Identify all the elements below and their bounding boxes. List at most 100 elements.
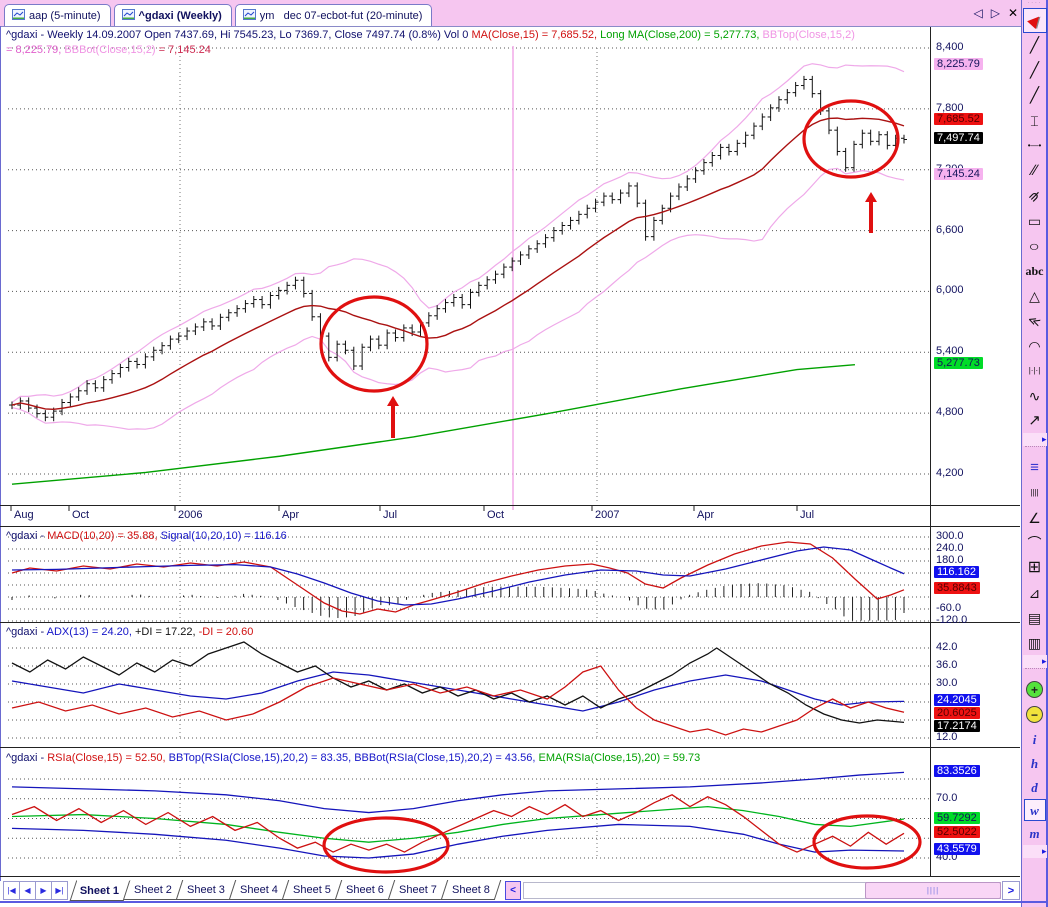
title-segment: MACD(10,20) = 35.88, [47, 530, 161, 542]
interval-daily-button-glyph: d [1031, 779, 1038, 795]
sheet-nav-button-1[interactable]: |◀ [3, 881, 20, 900]
horizontal-line-tool-icon[interactable]: •—• [1023, 133, 1047, 158]
sheet-tab-label: Sheet 2 [134, 883, 173, 896]
sheet-nav-button-3[interactable]: ▶ [35, 881, 52, 900]
interval-hourly-button[interactable]: h [1023, 751, 1047, 775]
gann-fan-tool-icon-glyph: ⊿ [1028, 584, 1041, 601]
callout-tool-icon[interactable]: ▤ [1023, 605, 1047, 630]
macd-panel-title: ^gdaxi - MACD(10,20) = 35.88, Signal(10,… [6, 529, 287, 544]
interval-monthly-button[interactable]: m [1023, 821, 1047, 845]
interval-daily-button[interactable]: d [1023, 775, 1047, 799]
macd-axis-tick: 300.0 [936, 530, 964, 542]
title-segment: ADX(13) = 24.20, [46, 626, 135, 638]
adx-axis-tick: 36.0 [936, 659, 958, 671]
price-value-box: 7,685.52 [934, 112, 983, 125]
text-tool-icon[interactable]: abc [1023, 258, 1047, 283]
sheet-tab-3[interactable]: Sheet 3 [175, 880, 237, 900]
macd-value-box: 116.162 [934, 566, 979, 579]
pitchfork-tool-icon[interactable]: ⋔ [1023, 183, 1047, 208]
trendline-tool-icon[interactable]: ╱ [1023, 33, 1047, 58]
expand-button[interactable]: ▸ [1022, 655, 1047, 668]
vertical-hatch-tool-icon[interactable]: |||| [1023, 480, 1047, 505]
interval-hourly-button-glyph: h [1030, 755, 1039, 771]
sheet-tab-6[interactable]: Sheet 6 [334, 880, 396, 900]
tab-scroll-right-button[interactable]: ▷ [990, 6, 1000, 20]
document-tab-2[interactable]: ^gdaxi (Weekly) [113, 4, 232, 26]
parallel-lines-tool-icon[interactable]: ∕∕ [1023, 158, 1047, 183]
interval-weekly-button-glyph: w [1030, 802, 1039, 818]
fib-arcs-tool-icon[interactable]: ⌒ [1023, 530, 1047, 555]
sheet-tab-label: Sheet 8 [452, 883, 491, 896]
vertical-line-tool-icon-glyph: ⌶ [1030, 112, 1039, 129]
sheet-tab-7[interactable]: Sheet 7 [387, 880, 449, 900]
extended-line-tool-icon[interactable]: ╱ [1023, 83, 1047, 108]
hatch-levels-tool-icon[interactable]: ▥ [1023, 630, 1047, 655]
rectangle-tool-icon-glyph: ▭ [1027, 212, 1042, 229]
title-segment: ^gdaxi - [6, 752, 48, 764]
ray-line-tool-icon[interactable]: ╱ [1023, 58, 1047, 83]
rsi-value-box: 43.5579 [934, 843, 980, 856]
chart-tab-icon [121, 8, 135, 23]
sheet-tab-1[interactable]: Sheet 1 [69, 880, 131, 901]
sheet-tab-5[interactable]: Sheet 5 [281, 880, 343, 900]
drawing-toolbar-background [1021, 0, 1048, 907]
sheet-tab-4[interactable]: Sheet 4 [228, 880, 290, 900]
drawing-toolbar: ···· ▶ ╱ ╱ ╱ ⌶ •—• ∕∕ ⋔ ▭ ○ abc △ ≪ ◠ |·|·| ∿ ↗ ▸ ≡ |||| ∠ ⌒ ⊞ ⊿… [1021, 0, 1048, 907]
fan-lines-tool-icon[interactable]: ∠ [1023, 505, 1047, 530]
interval-intraday-button[interactable]: i [1023, 727, 1047, 751]
title-segment: MA(Close,15) = 7,685.52, [471, 29, 601, 41]
price-axis-tick: 5,400 [936, 345, 964, 358]
zoom-in-button[interactable]: + [1023, 677, 1047, 702]
rsi-panel-title: ^gdaxi - RSIa(Close,15) = 52.50, BBTop(R… [6, 751, 700, 766]
rectangle-tool-icon[interactable]: ▭ [1023, 208, 1047, 233]
marker-tool-icon[interactable]: ≪ [1023, 308, 1047, 333]
vertical-line-tool-icon[interactable]: ⌶ [1023, 108, 1047, 133]
toolbar-grip: ···· [1027, 0, 1042, 7]
rsi-axis-tick: 70.0 [936, 791, 958, 804]
pointer-tool-glyph: ▶ [1024, 10, 1045, 31]
interval-weekly-button[interactable]: w [1023, 799, 1046, 821]
document-tab-1[interactable]: aap (5-minute) [4, 4, 111, 26]
price-panel-title: ^gdaxi - Weekly 14.09.2007 Open 7437.69,… [6, 28, 932, 58]
zigzag-tool-icon[interactable]: ∿ [1023, 383, 1047, 408]
sheet-tab-2[interactable]: Sheet 2 [122, 880, 184, 900]
arrow-pointer-tool-icon[interactable]: ↗ [1023, 408, 1047, 433]
sheet-tab-label: Sheet 7 [399, 883, 438, 896]
triangle-tool-icon[interactable]: △ [1023, 283, 1047, 308]
document-tab-label: ^gdaxi (Weekly) [138, 9, 222, 22]
price-axis-tick: 4,800 [936, 406, 964, 419]
cycle-lines-tool-icon[interactable]: |·|·| [1023, 358, 1047, 383]
sheet-scroll-right-button[interactable]: > [1002, 881, 1020, 900]
document-tab-label: ym dec 07-ecbot-fut (20-minute) [259, 9, 423, 22]
expand-button[interactable]: ▸ [1022, 845, 1047, 858]
zoom-out-button[interactable]: − [1023, 702, 1047, 727]
ellipse-tool-icon[interactable]: ○ [1023, 233, 1047, 258]
title-segment: BBBot(Close,15,2) [64, 44, 159, 56]
grid-tool-icon[interactable]: ⊞ [1023, 555, 1047, 580]
arc-tool-icon[interactable]: ◠ [1023, 333, 1047, 358]
price-axis-tick: 6,000 [936, 284, 964, 297]
title-segment: RSIa(Close,15) = 52.50, [47, 752, 169, 764]
horizontal-levels-tool-icon[interactable]: ≡ [1023, 455, 1047, 480]
price-value-box: 7,497.74 [934, 132, 983, 144]
sheet-nav-button-2[interactable]: ◀ [19, 881, 36, 900]
zoom-in-button-glyph: + [1026, 681, 1043, 698]
gann-fan-tool-icon[interactable]: ⊿ [1023, 580, 1047, 605]
window-left-border [0, 26, 1, 881]
sheet-tab-8[interactable]: Sheet 8 [440, 880, 502, 900]
toolbar-separator [1024, 668, 1045, 677]
extended-line-tool-icon-glyph: ╱ [1029, 87, 1040, 104]
expand-button[interactable]: ▸ [1022, 433, 1047, 446]
horizontal-scrollbar-thumb[interactable]: |||| [865, 882, 1001, 899]
close-chart-button[interactable]: ✕ [1007, 6, 1018, 20]
document-tab-3[interactable]: ym dec 07-ecbot-fut (20-minute) [234, 4, 433, 26]
macd-axis-tick: 180.0 [936, 554, 964, 566]
tab-scroll-left-button[interactable]: ◁ [973, 6, 983, 20]
sheet-scroll-left-button[interactable]: < [505, 881, 521, 900]
pointer-tool[interactable]: ▶ [1022, 8, 1047, 33]
parallel-lines-tool-icon-glyph: ∕∕ [1031, 162, 1037, 179]
interval-monthly-button-glyph: m [1029, 825, 1040, 841]
sheet-nav-button-4[interactable]: ▶| [51, 881, 68, 900]
marker-tool-icon-glyph: ≪ [1026, 311, 1043, 330]
